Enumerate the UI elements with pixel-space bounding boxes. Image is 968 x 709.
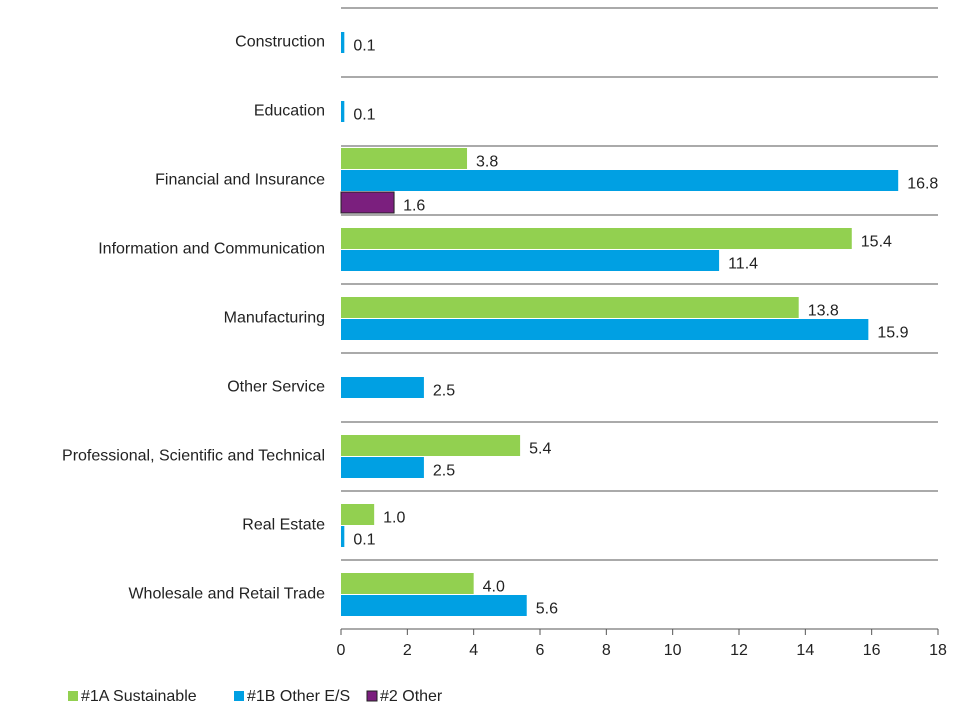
x-tick-label: 10 [664,642,682,659]
x-tick-label: 12 [730,642,748,659]
legend-swatch [68,691,78,701]
bar [341,101,345,122]
category-label: Manufacturing [224,310,325,327]
category-label: Information and Communication [98,241,325,258]
legend-swatch [366,690,378,702]
bar [341,595,527,616]
value-label: 16.8 [907,176,938,193]
category-label: Wholesale and Retail Trade [128,586,325,603]
value-label: 5.6 [536,601,558,618]
value-label: 11.4 [728,256,758,273]
value-label: 13.8 [808,303,839,320]
category-label: Other Service [227,379,325,396]
value-label: 15.9 [877,325,908,342]
bar [341,504,375,525]
value-label: 0.1 [353,532,375,549]
legend-label: #2 Other [380,688,443,705]
bar [341,297,799,318]
bar [341,457,424,478]
legend-swatch [234,691,244,701]
x-tick-label: 8 [602,642,611,659]
category-label: Education [254,103,325,120]
category-label: Real Estate [242,517,325,534]
category-label: Financial and Insurance [155,172,325,189]
x-tick-label: 0 [337,642,346,659]
category-label: Construction [235,34,325,51]
bar [341,250,720,271]
value-label: 3.8 [476,154,498,171]
value-label: 1.0 [383,510,405,527]
bar [340,191,395,214]
bar [341,319,869,340]
x-tick-label: 14 [796,642,814,659]
x-tick-label: 2 [403,642,412,659]
x-tick-label: 18 [929,642,947,659]
bar [341,435,521,456]
bar [341,228,852,249]
value-label: 2.5 [433,463,455,480]
value-label: 0.1 [353,38,375,55]
category-label: Professional, Scientific and Technical [62,448,325,465]
bar [341,170,899,191]
value-label: 1.6 [403,198,425,215]
bar [341,148,468,169]
value-label: 0.1 [353,107,375,124]
value-label: 4.0 [483,579,505,596]
value-label: 5.4 [529,441,551,458]
x-tick-label: 4 [469,642,478,659]
value-label: 15.4 [861,234,892,251]
bar [341,377,424,398]
legend-label: #1B Other E/S [247,688,350,705]
x-tick-label: 6 [536,642,545,659]
legend-label: #1A Sustainable [81,688,197,705]
x-tick-label: 16 [863,642,881,659]
bar [341,32,345,53]
bar [341,526,345,547]
bar [341,573,474,594]
value-label: 2.5 [433,383,455,400]
